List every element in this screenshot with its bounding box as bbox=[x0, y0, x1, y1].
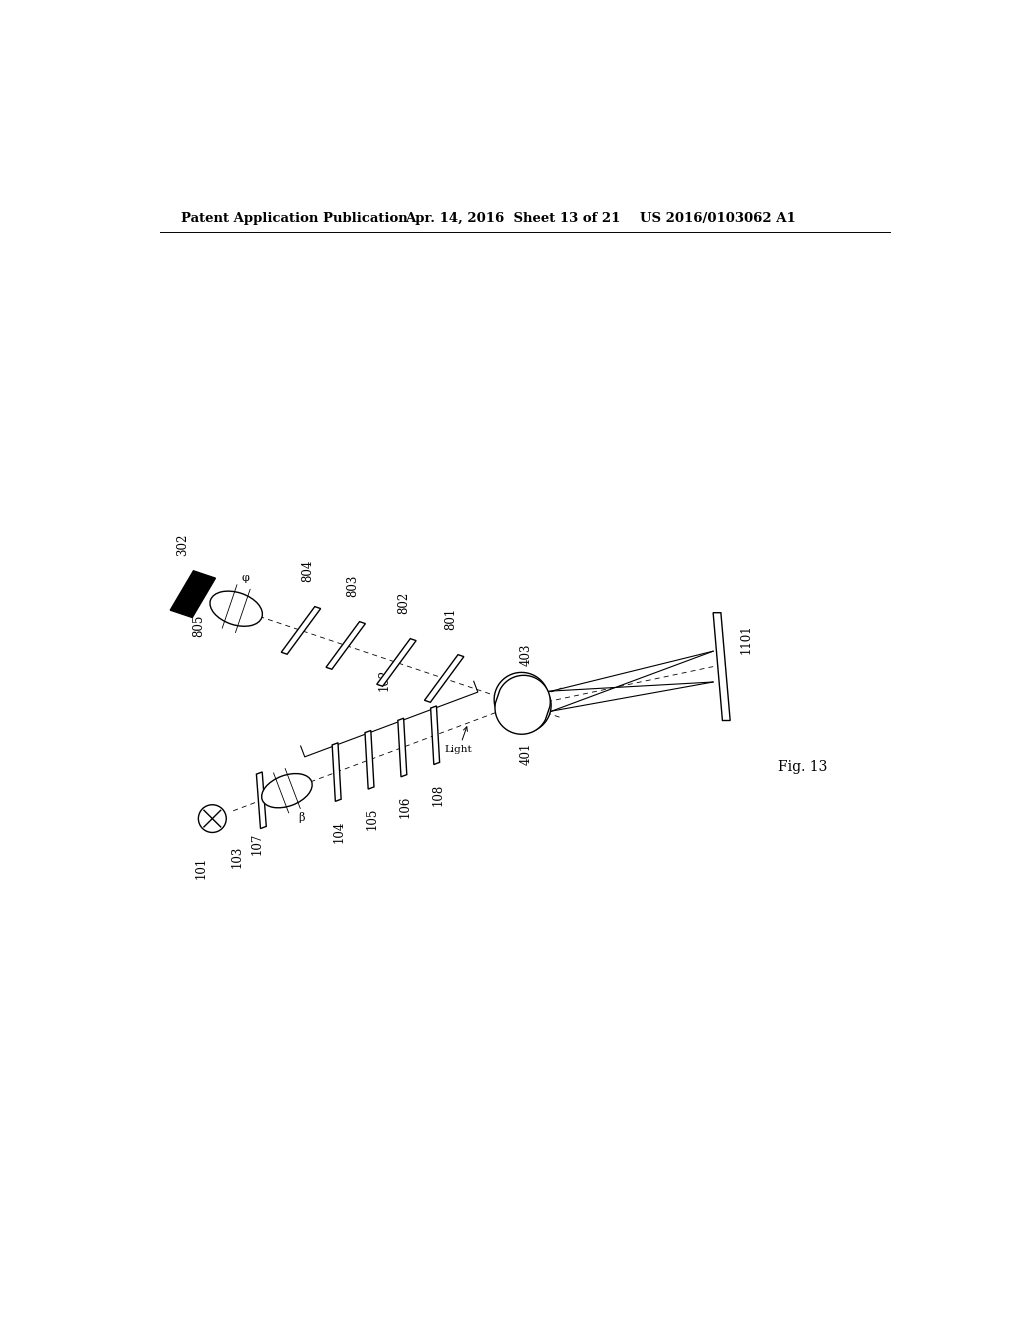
Text: 102: 102 bbox=[378, 669, 390, 692]
Polygon shape bbox=[495, 672, 551, 733]
Text: 108: 108 bbox=[431, 784, 444, 805]
Polygon shape bbox=[365, 730, 374, 789]
Ellipse shape bbox=[210, 591, 262, 626]
Text: 804: 804 bbox=[301, 560, 314, 582]
Polygon shape bbox=[377, 639, 416, 686]
Text: 107: 107 bbox=[251, 833, 264, 855]
Text: 104: 104 bbox=[333, 820, 346, 842]
Polygon shape bbox=[326, 622, 366, 669]
Text: 105: 105 bbox=[366, 808, 379, 830]
Text: 302: 302 bbox=[176, 533, 188, 556]
Text: 802: 802 bbox=[397, 591, 410, 614]
Polygon shape bbox=[170, 570, 215, 618]
Text: 401: 401 bbox=[519, 743, 532, 764]
Text: 805: 805 bbox=[193, 615, 206, 638]
Text: 101: 101 bbox=[195, 857, 208, 879]
Text: 403: 403 bbox=[520, 644, 534, 667]
Polygon shape bbox=[713, 612, 730, 721]
Text: Apr. 14, 2016  Sheet 13 of 21: Apr. 14, 2016 Sheet 13 of 21 bbox=[406, 213, 621, 224]
Text: 106: 106 bbox=[398, 796, 412, 818]
Text: Light: Light bbox=[444, 727, 473, 754]
Text: US 2016/0103062 A1: US 2016/0103062 A1 bbox=[640, 213, 796, 224]
Polygon shape bbox=[332, 743, 341, 801]
Polygon shape bbox=[425, 655, 464, 702]
Polygon shape bbox=[282, 607, 321, 655]
Text: 803: 803 bbox=[346, 574, 359, 597]
Text: β: β bbox=[299, 812, 305, 824]
Text: 103: 103 bbox=[230, 845, 244, 867]
Text: Patent Application Publication: Patent Application Publication bbox=[180, 213, 408, 224]
Polygon shape bbox=[431, 706, 439, 764]
Ellipse shape bbox=[262, 774, 312, 808]
Text: Fig. 13: Fig. 13 bbox=[777, 760, 827, 774]
Text: 801: 801 bbox=[444, 607, 458, 630]
Polygon shape bbox=[397, 718, 407, 776]
Text: 1101: 1101 bbox=[740, 624, 753, 653]
Polygon shape bbox=[256, 772, 266, 829]
Text: φ: φ bbox=[242, 573, 250, 582]
Circle shape bbox=[199, 805, 226, 833]
Polygon shape bbox=[495, 676, 550, 734]
